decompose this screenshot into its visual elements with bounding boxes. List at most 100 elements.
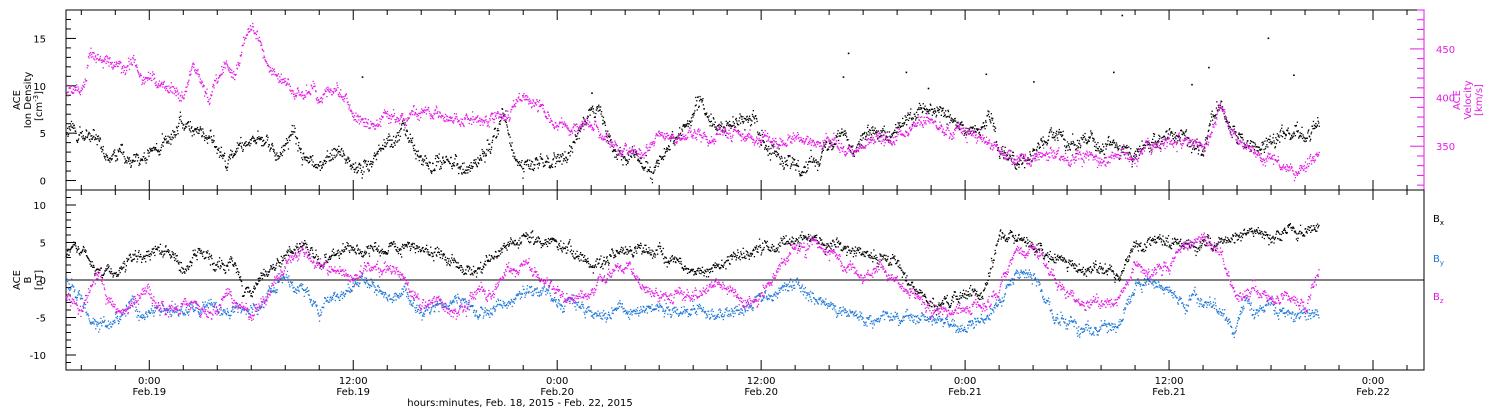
data-point-velocity [405, 118, 406, 119]
data-point-density [235, 154, 236, 155]
data-point-density [1277, 140, 1278, 141]
data-point-density [1085, 138, 1086, 139]
data-point-density [1173, 138, 1174, 139]
data-point-velocity [331, 90, 332, 91]
data-point-density [600, 113, 601, 114]
data-point-density [471, 162, 472, 163]
data-point-density [1155, 141, 1156, 142]
data-point-density [241, 146, 242, 147]
data-point-velocity [989, 139, 990, 140]
data-point-density [773, 144, 774, 145]
data-point-density [329, 160, 330, 161]
data-point-density [324, 160, 325, 161]
data-point-velocity [214, 87, 215, 88]
data-point-density [165, 136, 166, 137]
data-point-velocity [626, 150, 627, 151]
data-point-velocity [575, 131, 576, 132]
data-point-density [1212, 120, 1213, 121]
data-point-velocity [346, 98, 347, 99]
data-point-velocity [133, 55, 134, 56]
data-point-velocity [896, 140, 897, 141]
data-point-density [439, 153, 440, 154]
data-point-density [67, 128, 68, 129]
data-point-density [211, 136, 212, 137]
data-point-density [1288, 128, 1289, 129]
data-point-density [774, 153, 775, 154]
data-point-velocity [810, 142, 811, 143]
data-point-density [1292, 133, 1293, 134]
data-point-velocity [390, 115, 391, 116]
data-point-density [761, 145, 762, 146]
data-point-density [97, 144, 98, 145]
data-point-density [833, 146, 834, 147]
data-point-density [916, 117, 917, 118]
data-point-velocity [97, 54, 98, 55]
data-point-velocity [1041, 157, 1042, 158]
data-point-density [130, 160, 131, 161]
data-point-velocity [124, 67, 125, 68]
data-point-velocity [612, 144, 613, 145]
data-point-density [103, 146, 104, 147]
data-point-velocity [559, 123, 560, 124]
data-point-velocity [928, 121, 929, 122]
data-point-density [374, 153, 375, 154]
data-point-density [795, 169, 796, 170]
data-point-density [871, 134, 872, 135]
data-point-velocity [380, 126, 381, 127]
data-point-density [793, 164, 794, 165]
data-point-density [780, 158, 781, 159]
data-point-density [1096, 150, 1097, 151]
data-point-velocity [789, 135, 790, 136]
data-point-density [616, 156, 617, 157]
data-point-velocity [581, 126, 582, 127]
data-point-density [1139, 146, 1140, 147]
data-point-density [386, 138, 387, 139]
data-point-velocity [495, 115, 496, 116]
data-point-density [333, 159, 334, 160]
data-point-velocity [1101, 159, 1102, 160]
data-point-velocity [715, 141, 716, 142]
data-point-density [394, 143, 395, 144]
data-point-density [183, 124, 184, 125]
data-point-density [138, 165, 139, 166]
data-point-velocity [652, 143, 653, 144]
data-point-velocity [1038, 159, 1039, 160]
outlier-point-density [848, 53, 850, 55]
data-point-density [987, 115, 988, 116]
data-point-density [1097, 142, 1098, 143]
data-point-density [1196, 148, 1197, 149]
data-point-density [817, 161, 818, 162]
data-point-density [961, 121, 962, 122]
data-point-velocity [500, 117, 501, 118]
data-point-density [884, 131, 885, 132]
data-point-velocity [259, 37, 260, 38]
data-point-density [329, 156, 330, 157]
data-point-velocity [1062, 156, 1063, 157]
data-point-density [813, 158, 814, 159]
data-point-velocity [913, 124, 914, 125]
data-point-density [440, 160, 441, 161]
data-point-density [447, 159, 448, 160]
data-point-velocity [250, 25, 251, 26]
data-point-velocity [443, 118, 444, 119]
data-point-density [810, 150, 811, 151]
data-point-density [766, 145, 767, 146]
data-point-density [142, 160, 143, 161]
data-point-density [475, 159, 476, 160]
data-point-velocity [430, 118, 431, 119]
data-point-density [975, 132, 976, 133]
data-point-density [1183, 133, 1184, 134]
data-point-density [408, 137, 409, 138]
data-point-velocity [757, 138, 758, 139]
data-point-density [650, 178, 651, 179]
data-point-density [482, 153, 483, 154]
data-point-velocity [173, 86, 174, 87]
data-point-density [345, 162, 346, 163]
data-point-density [170, 139, 171, 140]
data-point-density [441, 168, 442, 169]
data-point-velocity [655, 138, 656, 139]
data-point-density [520, 165, 521, 166]
data-point-density [626, 164, 627, 165]
data-point-velocity [944, 132, 945, 133]
data-point-velocity [641, 152, 642, 153]
